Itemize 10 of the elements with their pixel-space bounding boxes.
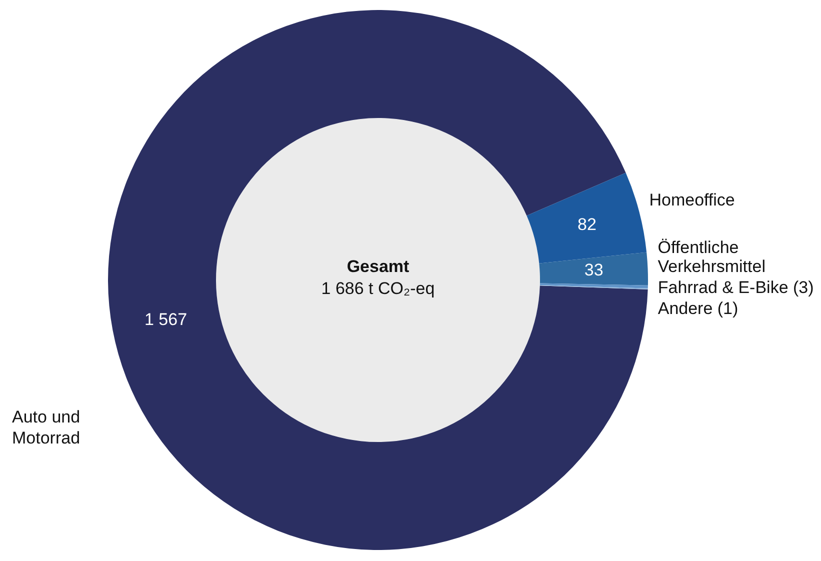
slice-label: Homeoffice [649,190,735,210]
data-label: 1 567 [144,310,188,329]
data-label: 82 [578,215,596,234]
slice-label: Auto und Motorrad [12,408,80,448]
text: 1 686 t CO₂-eq [320,278,436,300]
slice-label: Öffentliche Verkehrsmittel [658,238,766,276]
text: Gesamt [346,256,410,278]
slice-label: Andere (1) [658,299,738,318]
slice-label: Fahrrad & E-Bike (3) [658,278,814,298]
data-label: 33 [584,260,604,280]
